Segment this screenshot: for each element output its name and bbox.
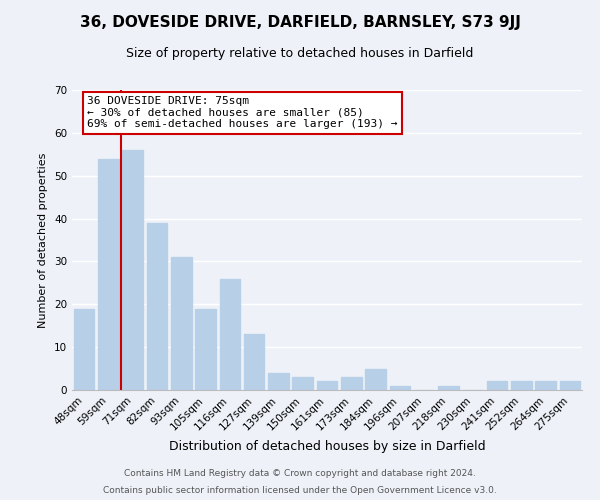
Bar: [171, 257, 191, 390]
X-axis label: Distribution of detached houses by size in Darfield: Distribution of detached houses by size …: [169, 440, 485, 453]
Bar: [317, 382, 337, 390]
Bar: [292, 377, 313, 390]
Y-axis label: Number of detached properties: Number of detached properties: [38, 152, 49, 328]
Bar: [560, 382, 580, 390]
Bar: [365, 368, 386, 390]
Bar: [389, 386, 410, 390]
Bar: [511, 382, 532, 390]
Bar: [195, 308, 216, 390]
Bar: [438, 386, 459, 390]
Bar: [122, 150, 143, 390]
Bar: [98, 158, 119, 390]
Bar: [535, 382, 556, 390]
Text: 36 DOVESIDE DRIVE: 75sqm
← 30% of detached houses are smaller (85)
69% of semi-d: 36 DOVESIDE DRIVE: 75sqm ← 30% of detach…: [88, 96, 398, 129]
Bar: [487, 382, 508, 390]
Text: Contains HM Land Registry data © Crown copyright and database right 2024.: Contains HM Land Registry data © Crown c…: [124, 468, 476, 477]
Bar: [74, 308, 94, 390]
Bar: [220, 278, 240, 390]
Text: Contains public sector information licensed under the Open Government Licence v3: Contains public sector information licen…: [103, 486, 497, 495]
Bar: [341, 377, 362, 390]
Text: Size of property relative to detached houses in Darfield: Size of property relative to detached ho…: [127, 48, 473, 60]
Bar: [244, 334, 265, 390]
Bar: [268, 373, 289, 390]
Bar: [146, 223, 167, 390]
Text: 36, DOVESIDE DRIVE, DARFIELD, BARNSLEY, S73 9JJ: 36, DOVESIDE DRIVE, DARFIELD, BARNSLEY, …: [80, 15, 520, 30]
